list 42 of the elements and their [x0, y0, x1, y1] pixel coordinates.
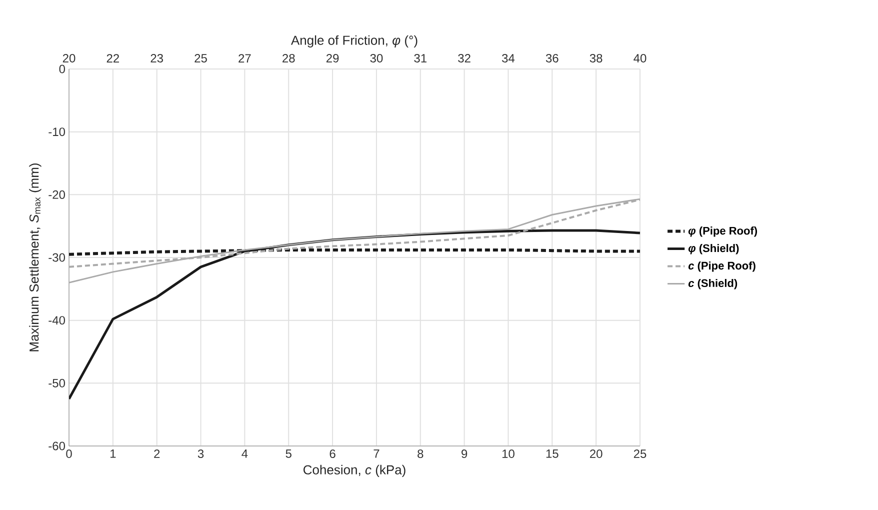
x2-axis-title: Angle of Friction, φ (°)	[290, 35, 418, 48]
text: 27	[238, 54, 251, 62]
text: 20	[62, 54, 76, 62]
text: 22	[106, 54, 119, 62]
legend-label: c (Shield)	[688, 278, 738, 290]
text: 25	[194, 54, 207, 62]
x-tick-label: 5	[286, 450, 292, 458]
y-tick-label: -10	[48, 128, 66, 136]
x-tick-label: 6	[330, 450, 336, 458]
x-tick-label: 2	[154, 450, 160, 458]
text: 29	[326, 54, 339, 62]
legend-label: c (Pipe Roof)	[688, 261, 756, 272]
x-axis-title: Cohesion, c (kPa)	[304, 464, 406, 477]
x-tick-label: 0	[66, 450, 72, 458]
text: 23	[150, 54, 163, 62]
y-tick-label: -60	[48, 442, 66, 450]
x-tick-label: 7	[374, 450, 380, 458]
y-tick-label: -50	[48, 378, 66, 388]
x-tick-label: 4	[242, 450, 248, 458]
legend-label: φ (Pipe Roof)	[688, 226, 758, 237]
x-tick-label: 1	[110, 450, 116, 458]
text: 32	[458, 54, 470, 62]
x-tick-label: 20	[590, 450, 602, 458]
x-tick-label: 8	[418, 450, 424, 458]
text: 28	[282, 54, 295, 62]
x-tick-label: 15	[546, 450, 558, 458]
y-tick-label: -40	[48, 316, 66, 325]
y-tick-label: 0	[59, 64, 66, 74]
x-tick-label: 3	[198, 450, 204, 458]
text: 31	[414, 54, 426, 62]
legend-label: φ (Shield)	[688, 244, 739, 254]
x-tick-label: 10	[502, 450, 514, 458]
text: 36	[546, 54, 558, 62]
text: 40	[634, 54, 646, 62]
text: 34	[502, 54, 515, 62]
text: 38	[590, 54, 602, 62]
y-tick-label: -20	[48, 190, 66, 199]
x-tick-label: 9	[462, 450, 468, 458]
y-tick-label: -30	[48, 253, 66, 262]
y-axis-title: Maximum Settlement, S$_{max}$ (mm)	[29, 163, 42, 352]
text: 30	[370, 54, 383, 62]
x-tick-label: 25	[634, 450, 646, 458]
